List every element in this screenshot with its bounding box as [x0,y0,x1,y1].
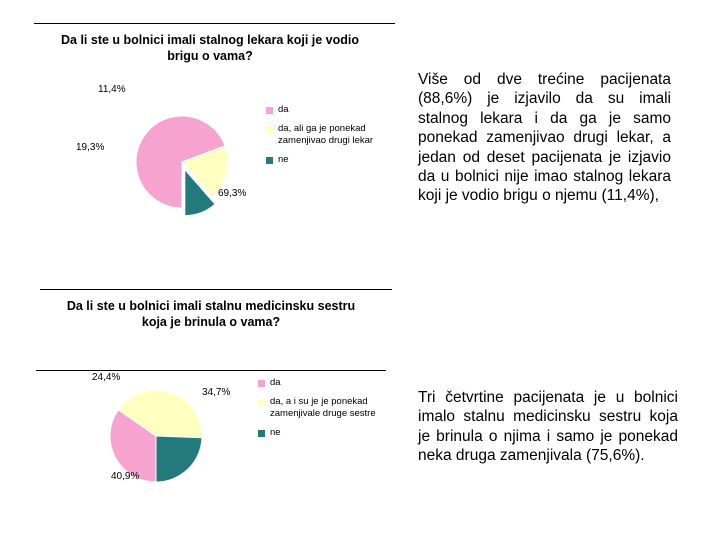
pie-slice-3 [184,168,216,216]
legend-label: da [278,104,289,115]
data-label-3: 24,4% [92,372,120,383]
data-label-1: 34,7% [202,387,230,398]
legend-label: ne [270,427,281,438]
legend-swatch [266,126,273,133]
legend-swatch [266,157,273,164]
pie-slice-2 [117,389,203,439]
legend-item: da [258,377,376,389]
plot-area-top-line [36,370,386,371]
legend-swatch [258,399,265,406]
pie-slice-1 [109,408,157,483]
legend-item: da, a i su je je ponekad zamenjivale dru… [258,396,376,420]
legend-item: da, ali ga je ponekad zamenjivao drugi l… [266,123,373,147]
legend-label: da, a i su je je ponekad zamenjivale dru… [270,396,376,419]
legend-item: ne [258,427,376,439]
legend-label: da, ali ga je ponekad zamenjivao drugi l… [278,123,374,146]
chart-frame-top-line [40,289,392,290]
data-label-2: 40,9% [111,471,139,482]
legend-swatch [258,380,265,387]
pie-slice-3 [155,435,203,483]
chart-legend: da da, ali ga je ponekad zamenjivao drugi… [266,104,373,173]
chart-nurse: Da li ste u bolnici imali stalnu medicin… [36,288,392,498]
legend-label: da [270,377,281,388]
data-label-2: 19,3% [76,142,104,153]
data-label-3: 11,4% [98,84,126,95]
pie-chart: 34,7% 40,9% 24,4% [92,372,230,483]
chart-frame-top-line [34,23,395,24]
summary-paragraph-doctor: Više od dve trećine pacijenata (88,6%) j… [418,71,671,205]
legend-swatch [266,107,273,114]
chart-doctor: Da li ste u bolnici imali stalnog lekara… [30,20,400,240]
chart-title: Da li ste u bolnici imali stalnog lekara… [61,33,359,63]
legend-label: ne [278,154,289,165]
summary-paragraph-nurse: Tri četvrtine pacijenata je u bolnici im… [418,389,678,465]
legend-swatch [258,430,265,437]
chart-legend: da da, a i su je je ponekad zamenjivale d… [258,377,376,446]
legend-item: da [266,104,373,116]
chart-title: Da li ste u bolnici imali stalnu medicin… [66,299,356,329]
data-label-1: 69,3% [218,188,246,199]
pie-chart: 69,3% 19,3% 11,4% [76,84,246,216]
legend-item: ne [266,154,373,166]
pie-slice-1 [135,115,226,209]
pie-slice-2 [181,145,229,198]
